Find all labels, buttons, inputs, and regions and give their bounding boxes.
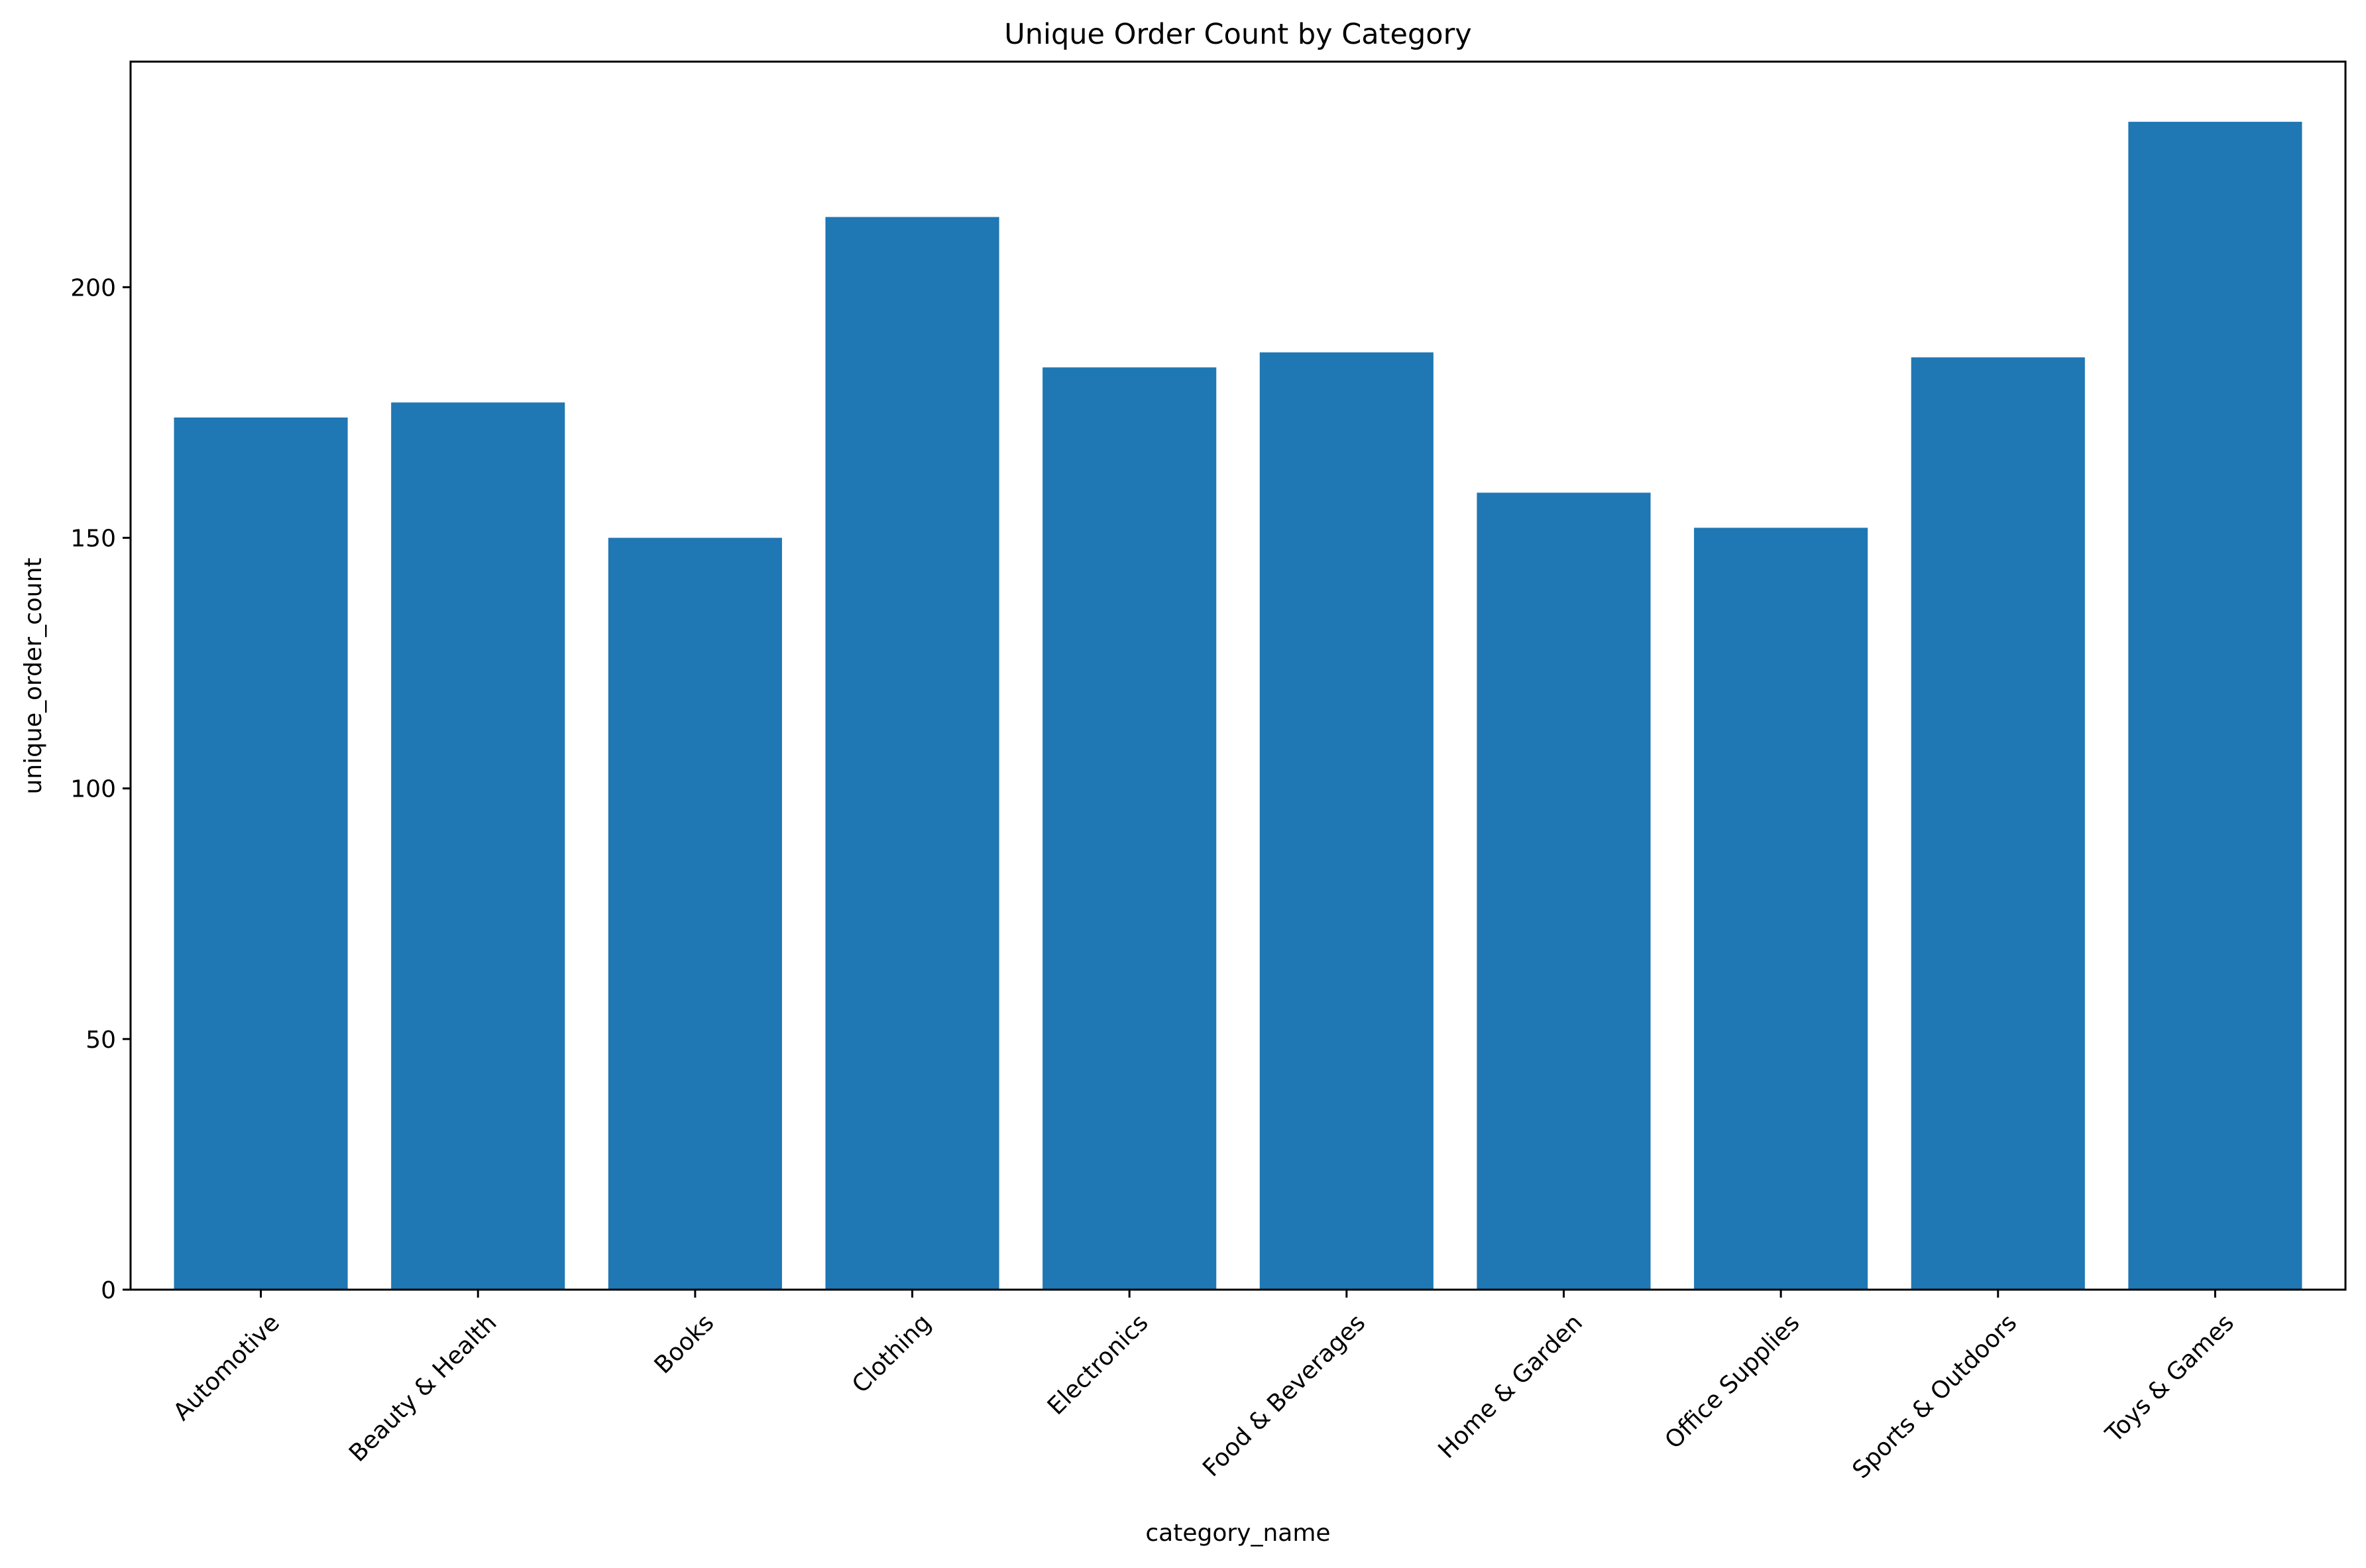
bars-layer [174, 121, 2302, 1290]
bar-sports-outdoors [1911, 357, 2085, 1290]
bar-automotive [174, 417, 348, 1290]
y-tick-label: 150 [70, 526, 116, 553]
bar-books [608, 537, 782, 1290]
y-tick-label: 100 [70, 776, 116, 803]
plot-frame [129, 60, 2347, 1291]
bar-beauty-health [391, 402, 565, 1290]
x-axis-label: category_name [1145, 1520, 1330, 1547]
bar-office-supplies [1694, 528, 1868, 1290]
bar-toys-games [2128, 121, 2302, 1290]
chart-title: Unique Order Count by Category [1004, 18, 1471, 51]
y-tick-label: 50 [85, 1027, 116, 1054]
bar-electronics [1042, 367, 1217, 1290]
y-tick-label: 0 [101, 1277, 116, 1304]
axes-layer [129, 60, 2347, 1291]
y-tick-label: 200 [70, 274, 116, 302]
bar-home-garden [1477, 492, 1651, 1290]
bar-clothing [825, 217, 999, 1290]
y-axis-label: unique_order_count [20, 557, 47, 794]
bar-food-beverages [1259, 352, 1434, 1290]
